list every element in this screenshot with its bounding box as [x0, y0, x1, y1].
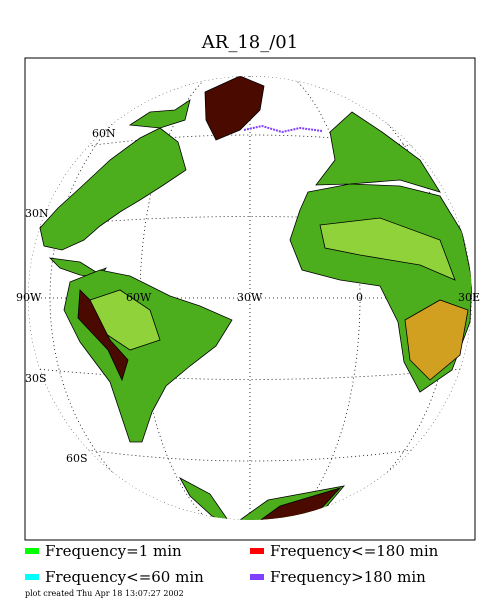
title: AR_18_/01 — [201, 32, 298, 53]
legend-swatch — [250, 548, 264, 554]
land — [39, 76, 472, 520]
legend-label: Frequency>180 min — [270, 568, 426, 586]
legend: Frequency=1 min Frequency<=180 min Frequen… — [25, 542, 439, 586]
grid-label: 0 — [356, 291, 363, 304]
legend-label: Frequency=1 min — [45, 542, 182, 560]
grid-label: 60W — [126, 291, 152, 304]
grid-label: 60S — [66, 452, 88, 465]
trajectory — [243, 124, 323, 134]
legend-swatch — [250, 574, 264, 580]
footer: plot created Thu Apr 18 13:07:27 2002 — [25, 589, 184, 598]
legend-swatch — [25, 574, 39, 580]
grid-label: 60N — [92, 127, 116, 140]
grid-label: 30N — [25, 207, 49, 220]
grid-label: 30S — [25, 372, 47, 385]
grid-label: 30W — [237, 291, 263, 304]
legend-swatch — [25, 548, 39, 554]
grid-label: 90W — [16, 291, 42, 304]
legend-label: Frequency<=180 min — [270, 542, 439, 560]
map-frame — [24, 57, 476, 541]
grid-label: 30E — [458, 291, 480, 304]
legend-label: Frequency<=60 min — [45, 568, 204, 586]
globe — [28, 76, 472, 520]
